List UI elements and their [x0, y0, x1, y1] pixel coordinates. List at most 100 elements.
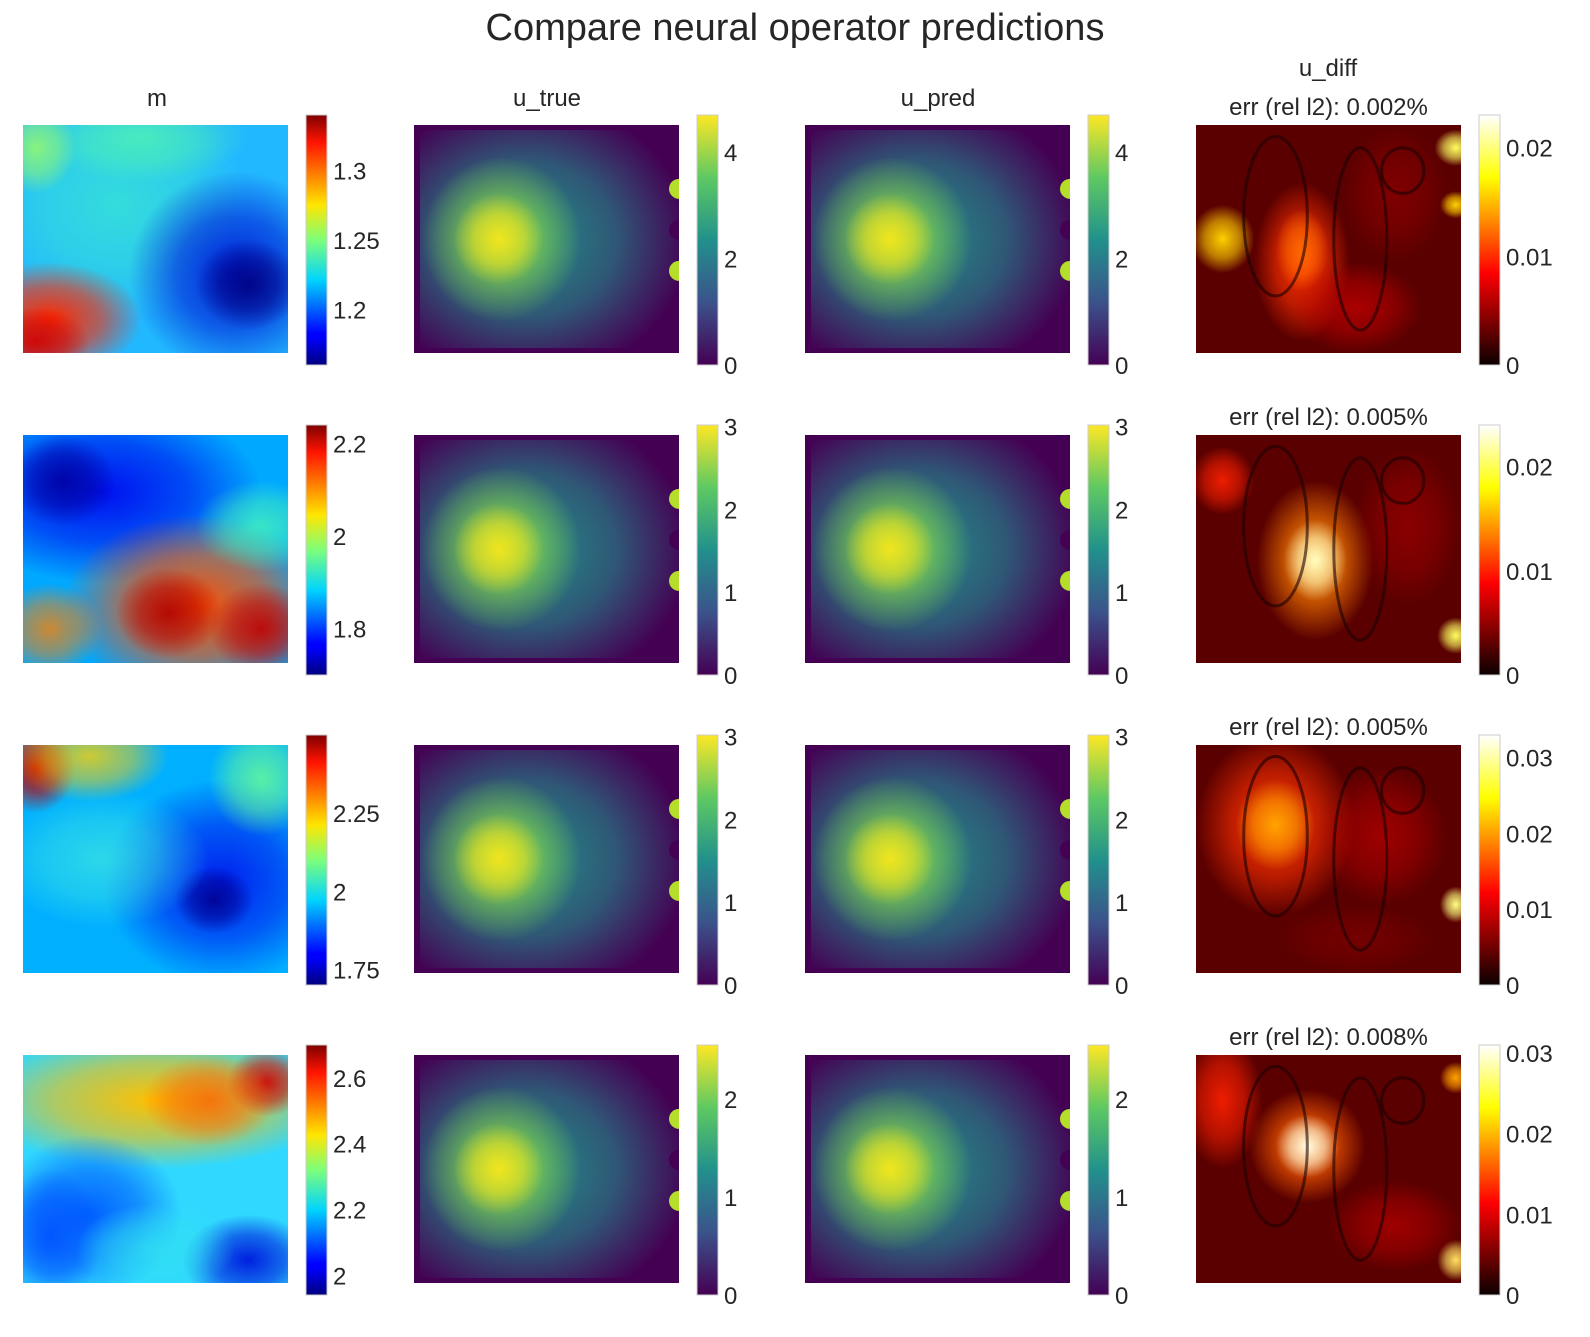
colorbar-tick-label: 2 — [333, 879, 346, 906]
colorbar-tick-label: 0 — [1506, 663, 1519, 690]
colorbar-tick-label: 0 — [1506, 973, 1519, 1000]
panel-r1-m: 1.2 1.25 1.3 — [23, 114, 380, 366]
heatmap-image — [1196, 745, 1461, 973]
colorbar-gradient — [1478, 114, 1501, 366]
colorbar-gradient — [1478, 1044, 1501, 1296]
colorbar: 0 0.01 0.02 0.03 — [1478, 734, 1553, 1000]
colorbar-tick-label: 0.01 — [1506, 244, 1553, 271]
colorbar-tick-label: 2 — [1115, 807, 1128, 834]
colorbar-tick-label: 2 — [724, 1087, 737, 1114]
colorbar: 0 2 4 — [1087, 114, 1128, 380]
colorbar-tick-label: 0 — [724, 973, 737, 1000]
colorbar-gradient — [1087, 734, 1110, 986]
colorbar-tick-label: 0.02 — [1506, 821, 1553, 848]
colorbar-gradient — [1478, 734, 1501, 986]
figure-title: Compare neural operator predictions — [486, 7, 1105, 49]
panel-title: err (rel l2): 0.002% — [1229, 94, 1428, 121]
colorbar-tick-label: 1.25 — [333, 228, 380, 255]
column-title-u-pred: u_pred — [901, 85, 976, 112]
panel-r4-u-diff: err (rel l2): 0.008% 0 0.01 0.02 0.03 — [1196, 1024, 1553, 1310]
colorbar: 0 1 2 — [696, 1044, 737, 1310]
colorbar-tick-label: 2 — [724, 807, 737, 834]
colorbar-tick-label: 3 — [724, 725, 737, 752]
panel-r3-u-diff: err (rel l2): 0.005% 0 0.01 0.02 0.03 — [1196, 714, 1553, 1000]
panel-r4-u-true: 0 1 2 — [414, 1044, 737, 1310]
colorbar-tick-label: 2.6 — [333, 1066, 366, 1093]
heatmap-image — [805, 125, 1070, 353]
heatmap-image — [414, 435, 679, 663]
colorbar-tick-label: 0 — [1115, 353, 1128, 380]
colorbar-tick-label: 0.03 — [1506, 746, 1553, 773]
colorbar: 0 0.01 0.02 — [1478, 114, 1553, 380]
colorbar-tick-label: 2.25 — [333, 801, 380, 828]
colorbar: 0 1 2 3 — [696, 415, 737, 690]
colorbar-gradient — [696, 424, 719, 676]
colorbar: 0 0.01 0.02 0.03 — [1478, 1041, 1553, 1310]
panel-r1-u-pred: 0 2 4 — [805, 114, 1128, 380]
colorbar-tick-label: 0 — [724, 663, 737, 690]
colorbar: 0 0.01 0.02 — [1478, 424, 1553, 690]
colorbar-tick-label: 2.4 — [333, 1132, 366, 1159]
colorbar-tick-label: 0.01 — [1506, 1202, 1553, 1229]
colorbar: 1.8 2 2.2 — [305, 424, 366, 676]
colorbar: 0 1 2 3 — [696, 725, 737, 1000]
colorbar-tick-label: 3 — [724, 415, 737, 442]
colorbar: 0 1 2 — [1087, 1044, 1128, 1310]
colorbar-tick-label: 0 — [1115, 973, 1128, 1000]
colorbar-tick-label: 3 — [1115, 415, 1128, 442]
colorbar-tick-label: 1.75 — [333, 957, 380, 984]
panel-r3-u-pred: 0 1 2 3 — [805, 725, 1128, 1000]
colorbar-tick-label: 0 — [1115, 1283, 1128, 1310]
heatmap-image — [805, 1055, 1070, 1283]
panel-r4-u-pred: 0 1 2 — [805, 1044, 1128, 1310]
colorbar-gradient — [1087, 1044, 1110, 1296]
panel-grid: 1.2 1.25 1.3 0 2 4 0 2 4 err (rel l2): 0.002% 0 0.0… — [23, 94, 1553, 1310]
heatmap-image — [23, 125, 288, 353]
colorbar-tick-label: 0.02 — [1506, 455, 1553, 482]
colorbar: 0 2 4 — [696, 114, 737, 380]
colorbar-gradient — [305, 734, 328, 986]
colorbar-tick-label: 0.02 — [1506, 136, 1553, 163]
colorbar: 1.75 2 2.25 — [305, 734, 380, 986]
colorbar-gradient — [305, 1044, 328, 1296]
colorbar-tick-label: 4 — [1115, 140, 1128, 167]
colorbar-tick-label: 0 — [1506, 353, 1519, 380]
colorbar-gradient — [696, 114, 719, 366]
colorbar-tick-label: 1.2 — [333, 297, 366, 324]
heatmap-image — [414, 1055, 679, 1283]
colorbar-tick-label: 2 — [1115, 247, 1128, 274]
colorbar-tick-label: 0 — [1115, 663, 1128, 690]
heatmap-image — [805, 435, 1070, 663]
colorbar-tick-label: 1 — [724, 890, 737, 917]
colorbar-tick-label: 1.8 — [333, 617, 366, 644]
heatmap-image — [1196, 435, 1461, 663]
colorbar-tick-label: 2 — [1115, 1087, 1128, 1114]
heatmap-image — [414, 125, 679, 353]
colorbar-tick-label: 2 — [333, 524, 346, 551]
colorbar-gradient — [305, 424, 328, 676]
colorbar-tick-label: 1 — [1115, 580, 1128, 607]
colorbar-tick-label: 2.2 — [333, 432, 366, 459]
colorbar-tick-label: 0 — [1506, 1283, 1519, 1310]
colorbar-gradient — [1087, 424, 1110, 676]
colorbar: 0 1 2 3 — [1087, 725, 1128, 1000]
colorbar-tick-label: 2 — [333, 1263, 346, 1290]
colorbar-tick-label: 1 — [724, 1185, 737, 1212]
colorbar-tick-label: 3 — [1115, 725, 1128, 752]
heatmap-image — [23, 1055, 288, 1283]
panel-title: err (rel l2): 0.005% — [1229, 404, 1428, 431]
colorbar-tick-label: 1 — [724, 580, 737, 607]
panel-r2-u-pred: 0 1 2 3 — [805, 415, 1128, 690]
colorbar: 2 2.2 2.4 2.6 — [305, 1044, 366, 1296]
colorbar-tick-label: 2 — [724, 247, 737, 274]
panel-r3-u-true: 0 1 2 3 — [414, 725, 737, 1000]
colorbar-tick-label: 1 — [1115, 1185, 1128, 1212]
colorbar-gradient — [1478, 424, 1501, 676]
colorbar-gradient — [305, 114, 328, 366]
heatmap-image — [1196, 125, 1461, 353]
column-title-u-true: u_true — [513, 85, 581, 112]
column-title-u-diff: u_diff — [1299, 55, 1358, 82]
colorbar-gradient — [1087, 114, 1110, 366]
colorbar-tick-label: 0 — [724, 1283, 737, 1310]
